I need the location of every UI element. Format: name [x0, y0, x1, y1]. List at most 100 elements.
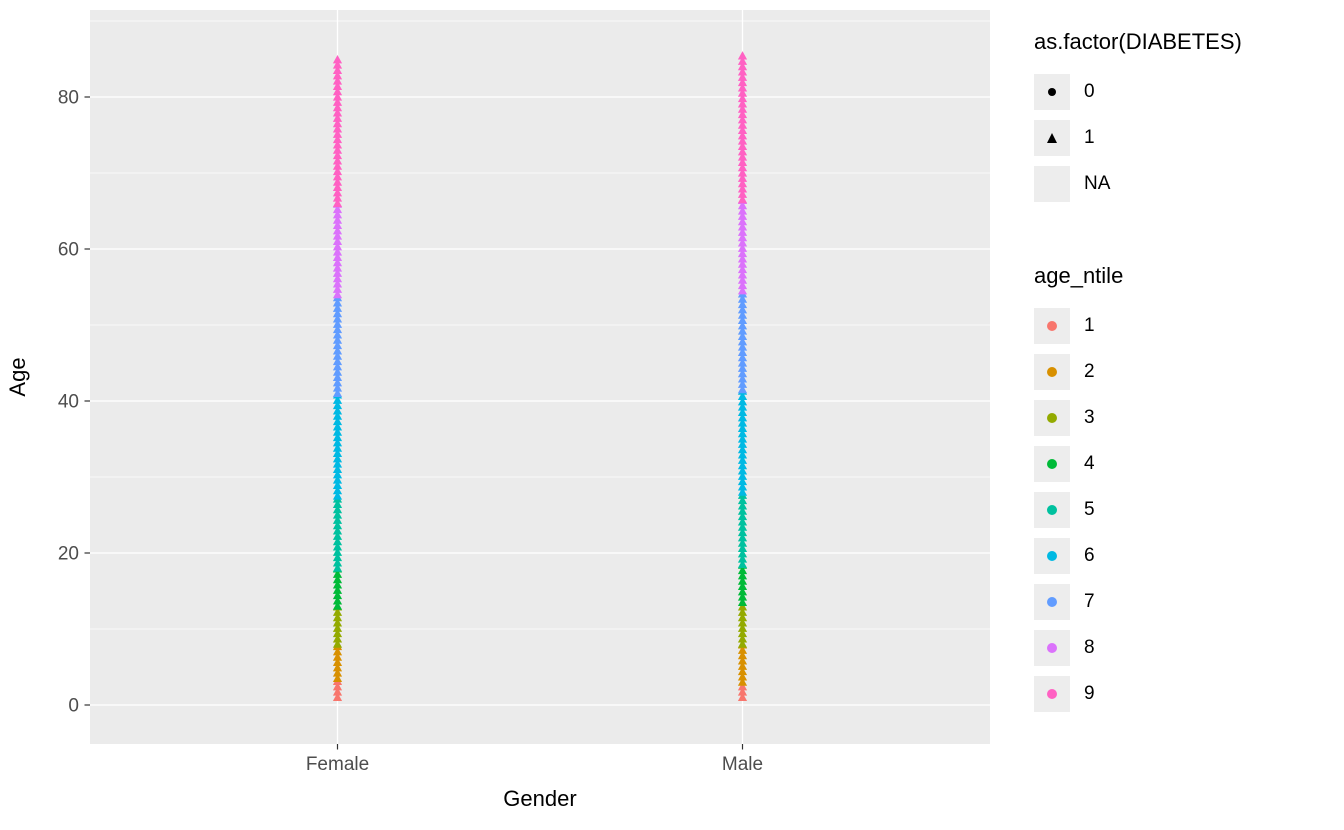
- data-point-triangle: [737, 661, 748, 670]
- data-point-triangle: [332, 204, 343, 214]
- data-point-triangle: [332, 225, 343, 235]
- point-stack-male-ntile-1: [737, 681, 748, 701]
- data-point-triangle: [332, 480, 343, 489]
- legend-entry: 9: [1034, 676, 1334, 712]
- data-point-triangle: [332, 475, 343, 484]
- legend-entry-label: 1: [1084, 127, 1095, 148]
- data-point-triangle: [332, 161, 343, 170]
- data-point-triangle: [737, 501, 748, 510]
- data-point-triangle: [737, 639, 748, 648]
- data-point-triangle: [737, 222, 748, 231]
- legend-key: [1034, 630, 1070, 666]
- data-point-triangle: [737, 428, 748, 438]
- data-point-triangle: [332, 92, 343, 101]
- circle-glyph: [1048, 88, 1056, 96]
- data-point-triangle: [332, 542, 343, 551]
- data-point-triangle: [332, 356, 343, 366]
- data-point-triangle: [737, 363, 748, 372]
- legend-age-ntile-title: age_ntile: [1034, 263, 1124, 288]
- data-point-triangle: [332, 340, 343, 350]
- legend-entry-label: NA: [1084, 173, 1111, 194]
- data-point-triangle: [737, 299, 748, 309]
- legend-entry-label: 6: [1084, 545, 1095, 566]
- data-point-triangle: [737, 310, 748, 319]
- data-point-triangle: [332, 97, 343, 106]
- y-tick-label: 60: [58, 240, 79, 261]
- point-stack-male-ntile-7: [737, 289, 748, 394]
- data-point-triangle: [737, 571, 748, 580]
- data-point-triangle: [737, 146, 748, 156]
- legend-key: [1034, 166, 1070, 202]
- data-point-triangle: [737, 645, 748, 654]
- data-point-triangle: [737, 56, 748, 65]
- data-point-triangle: [332, 453, 343, 463]
- legend-entry-label: 5: [1084, 499, 1095, 520]
- data-point-triangle: [737, 423, 748, 432]
- data-point-triangle: [737, 407, 748, 416]
- legend-entry-label: 3: [1084, 407, 1095, 428]
- color-swatch: [1047, 597, 1057, 607]
- data-point-triangle: [332, 54, 343, 64]
- data-point-triangle: [332, 400, 343, 410]
- data-point-triangle: [332, 198, 343, 207]
- x-tick-label: Male: [722, 754, 763, 775]
- data-point-triangle: [737, 533, 748, 542]
- legend-entry-label: 0: [1084, 81, 1095, 102]
- data-point-triangle: [332, 187, 343, 197]
- data-point-triangle: [737, 115, 748, 124]
- data-point-triangle: [332, 308, 343, 318]
- point-stack-female-ntile-8: [332, 199, 343, 299]
- data-point-triangle: [737, 200, 748, 210]
- data-point-triangle: [332, 113, 343, 122]
- data-point-triangle: [332, 464, 343, 473]
- data-point-triangle: [332, 351, 343, 360]
- point-stack-male-ntile-3: [737, 602, 748, 648]
- color-swatch: [1047, 459, 1057, 469]
- data-point-triangle: [737, 152, 748, 161]
- legend-diabetes-entries: 0 1 NA: [1034, 74, 1334, 202]
- data-point-triangle: [737, 120, 748, 129]
- data-point-triangle: [332, 324, 343, 334]
- data-point-triangle: [332, 263, 343, 272]
- data-point-triangle: [737, 391, 748, 401]
- data-point-triangle: [332, 118, 343, 128]
- data-point-triangle: [737, 482, 748, 491]
- data-point-triangle: [737, 83, 748, 92]
- legend-key: [1034, 354, 1070, 390]
- legend-entry: 4: [1034, 446, 1334, 482]
- data-point-triangle: [332, 432, 343, 442]
- data-point-triangle: [332, 526, 343, 535]
- data-point-triangle: [737, 402, 748, 411]
- data-point-triangle: [332, 70, 343, 80]
- data-point-triangle: [737, 384, 748, 394]
- data-point-triangle: [737, 681, 748, 691]
- x-axis-title: Gender: [503, 786, 577, 811]
- color-swatch: [1047, 505, 1057, 515]
- data-point-triangle: [332, 574, 343, 584]
- legend-entry-label: 8: [1084, 637, 1095, 658]
- data-point-triangle: [332, 76, 343, 85]
- data-point-triangle: [737, 254, 748, 263]
- data-point-triangle: [737, 374, 748, 383]
- data-point-triangle: [737, 412, 748, 422]
- data-point-triangle: [332, 273, 343, 283]
- data-point-triangle: [332, 520, 343, 530]
- color-swatch: [1047, 551, 1057, 561]
- data-point-triangle: [332, 491, 343, 500]
- data-point-triangle: [332, 531, 343, 540]
- data-point-triangle: [737, 211, 748, 220]
- data-point-triangle: [737, 168, 748, 177]
- data-point-triangle: [737, 656, 748, 665]
- data-point-triangle: [737, 305, 748, 314]
- data-point-triangle: [332, 150, 343, 160]
- data-point-triangle: [737, 543, 748, 553]
- data-point-triangle: [737, 275, 748, 284]
- data-point-triangle: [332, 580, 343, 589]
- legend-age-ntile-entries: 1 2 3 4 5 6 7 8 9: [1034, 308, 1334, 712]
- data-point-triangle: [737, 259, 748, 268]
- data-point-triangle: [332, 612, 343, 622]
- data-point-triangle: [332, 585, 343, 594]
- data-point-triangle: [332, 411, 343, 420]
- data-point-triangle: [332, 220, 343, 230]
- data-point-triangle: [737, 189, 748, 198]
